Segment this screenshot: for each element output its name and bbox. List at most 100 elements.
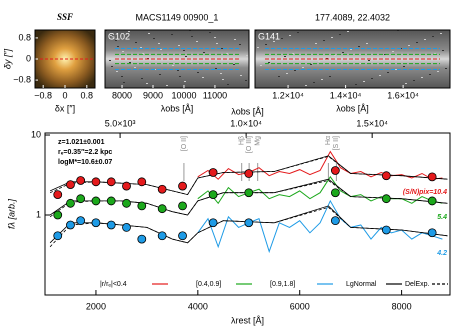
plot-frame — [44, 132, 451, 296]
panel-title: 177.4089, 22.4032 — [315, 12, 390, 22]
noise — [281, 38, 283, 39]
noise — [190, 61, 192, 62]
noise — [313, 82, 315, 83]
noise — [177, 70, 179, 71]
photometry-point — [208, 190, 218, 199]
photometry-point — [106, 196, 116, 206]
photometry-point — [381, 171, 391, 181]
photometry-point — [178, 201, 187, 211]
x-tick-label: 10000 — [171, 90, 196, 100]
noise — [366, 43, 368, 44]
noise — [297, 32, 299, 33]
noise — [111, 66, 113, 67]
legend-label: [0.9,1.8] — [270, 281, 295, 288]
photometry-point — [91, 177, 101, 187]
photometry-point — [381, 194, 391, 204]
x-tick-label: 8000 — [392, 301, 412, 311]
photometry-point — [330, 216, 340, 226]
noise — [153, 38, 155, 39]
noise — [160, 49, 162, 50]
noise — [331, 37, 333, 38]
x-axis-label: λobs [Å] — [161, 103, 194, 113]
x-axis-label: λobs [Å] — [336, 103, 369, 113]
noise — [202, 77, 204, 78]
x-tick-label: 1.2×10⁴ — [272, 90, 304, 100]
noise — [289, 35, 291, 36]
line-id: Hβ — [239, 136, 246, 145]
noise — [416, 42, 418, 43]
x-tick-label: 1.4×10⁴ — [330, 90, 362, 100]
noise — [142, 53, 144, 54]
noise — [342, 52, 344, 53]
photometry-point — [137, 177, 147, 187]
x-tick-label: 1.6×10⁴ — [387, 90, 419, 100]
noise — [268, 62, 270, 63]
noise — [286, 73, 288, 74]
photometry-point — [76, 216, 86, 226]
noise — [321, 79, 323, 80]
photometry-point — [106, 220, 116, 230]
snr-label: 4.2 — [436, 250, 447, 257]
x-axis-label: λrest [Å] — [231, 315, 264, 325]
legend-label: LgNormal — [346, 281, 377, 288]
x-tick-label: 4000 — [188, 301, 208, 311]
noise — [158, 43, 160, 44]
noise — [214, 37, 216, 38]
photometry-point — [66, 220, 75, 230]
noise — [429, 74, 431, 75]
noise — [405, 83, 407, 84]
line-id: [O II] — [181, 136, 188, 151]
x2-tick-label: 1.0×10⁴ — [230, 118, 262, 128]
x-tick-label: −0.8 — [34, 90, 52, 100]
line-id: Hα — [325, 136, 332, 145]
noise — [440, 33, 442, 34]
y-axis-label: δy [″] — [2, 48, 12, 69]
noise — [116, 71, 118, 72]
photometry-point — [330, 188, 340, 198]
noise — [122, 51, 124, 52]
model-curve — [49, 180, 448, 218]
photometry-point — [244, 188, 254, 198]
photometry-point — [157, 204, 167, 214]
noise — [292, 53, 294, 54]
x-tick-label: 2000 — [86, 301, 106, 311]
noise — [209, 32, 211, 33]
photometry-point — [157, 184, 167, 194]
noise — [234, 39, 236, 40]
noise — [445, 68, 447, 69]
noise — [310, 64, 312, 65]
noise — [379, 75, 381, 76]
noise — [421, 77, 423, 78]
noise — [123, 82, 125, 83]
noise — [265, 44, 267, 45]
y-axis-label: fλ [arb.] — [6, 199, 16, 229]
photometry-point — [208, 168, 218, 177]
noise — [233, 64, 235, 65]
line-id: [O III] — [246, 136, 253, 153]
panel-label: G141 — [258, 31, 280, 41]
noise — [183, 50, 185, 51]
panel-label: G102 — [108, 31, 130, 41]
photometry-point — [66, 180, 75, 189]
photometry-point — [427, 228, 437, 238]
model-curve — [49, 206, 448, 248]
y-tick-label: −0.8 — [13, 74, 31, 84]
noise — [392, 51, 394, 52]
noise — [257, 47, 259, 48]
noise — [172, 65, 174, 66]
noise — [226, 53, 228, 54]
noise — [355, 84, 357, 85]
noise — [376, 57, 378, 58]
y-tick-label: 0 — [26, 53, 31, 63]
photometry-point — [137, 201, 147, 211]
noise — [134, 67, 136, 68]
photometry-point — [122, 198, 131, 208]
spectrum — [197, 150, 443, 180]
noise — [329, 76, 331, 77]
noise — [294, 70, 296, 71]
annotation: logM*=10.6±0.07 — [58, 159, 112, 166]
annotation: rₑ=0.35″=2.2 kpc — [58, 149, 112, 156]
noise — [442, 50, 444, 51]
frame — [254, 29, 451, 89]
